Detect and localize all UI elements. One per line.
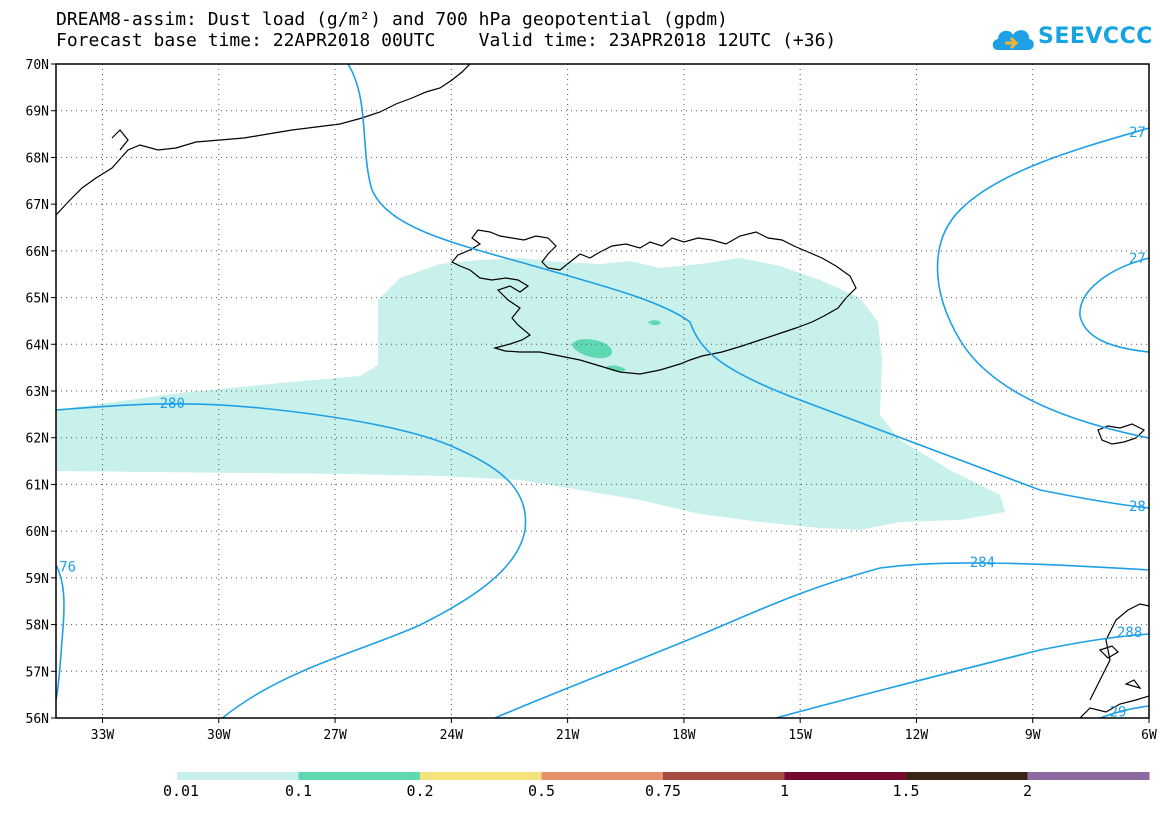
colorbar-segment bbox=[298, 772, 421, 780]
colorbar-label: 1 bbox=[779, 782, 790, 800]
contour-292 bbox=[1099, 705, 1149, 718]
lon-tick-label: 33W bbox=[91, 728, 115, 743]
contour-label: 27 bbox=[1129, 251, 1146, 267]
colorbar-label: 2 bbox=[1022, 782, 1033, 800]
lat-tick-label: 68N bbox=[26, 151, 49, 166]
lon-tick-label: 15W bbox=[788, 728, 812, 743]
lat-tick-label: 61N bbox=[26, 478, 49, 493]
lat-tick-label: 66N bbox=[26, 245, 49, 260]
contour-label: 288 bbox=[1117, 625, 1142, 641]
lat-tick-label: 63N bbox=[26, 385, 49, 400]
dust-area-light bbox=[56, 258, 1005, 530]
lat-tick-label: 69N bbox=[26, 105, 49, 120]
colorbar-label: 0.2 bbox=[406, 782, 434, 800]
lat-tick-label: 65N bbox=[26, 292, 49, 307]
dust-shading bbox=[56, 258, 1005, 530]
cloud-icon bbox=[992, 30, 1034, 50]
dust-area-medium-3 bbox=[606, 365, 626, 372]
colorbar-segment bbox=[177, 772, 299, 780]
iceland-coast bbox=[451, 229, 857, 375]
coastlines bbox=[56, 64, 1149, 718]
axis-ticks: 33W 30W 27W 24W 21W 18W 15W 12W 9W 6W 70N 69N 68N 67N… bbox=[26, 58, 1157, 743]
geopotential-contours bbox=[56, 64, 1149, 718]
greenland-coast bbox=[56, 64, 471, 216]
colorbar-segment bbox=[906, 772, 1028, 780]
colorbar-label: 0.01 bbox=[162, 782, 200, 800]
lat-tick-label: 58N bbox=[26, 619, 49, 634]
contour-276-w bbox=[56, 564, 65, 701]
contour-label: 28 bbox=[1129, 499, 1146, 515]
colorbar-label: 0.75 bbox=[644, 782, 682, 800]
lon-tick-label: 21W bbox=[556, 728, 580, 743]
contour-280 bbox=[56, 403, 527, 718]
contour-upper bbox=[347, 64, 1149, 509]
dust-area-medium-2 bbox=[648, 320, 661, 326]
lon-tick-label: 6W bbox=[1141, 728, 1157, 743]
contour-272 bbox=[1079, 257, 1149, 353]
lat-tick-label: 57N bbox=[26, 665, 49, 680]
colorbar-segment bbox=[420, 772, 542, 780]
contour-labels: 280 284 27 27 28 288 29 76 bbox=[59, 125, 1146, 720]
lat-tick-label: 70N bbox=[26, 58, 49, 73]
lat-tick-label: 56N bbox=[26, 712, 49, 727]
lon-tick-label: 9W bbox=[1025, 728, 1041, 743]
lon-tick-label: 12W bbox=[905, 728, 929, 743]
lon-tick-label: 27W bbox=[323, 728, 347, 743]
seevccc-logo: SEEVCCC bbox=[990, 18, 1153, 58]
lat-tick-label: 64N bbox=[26, 338, 49, 353]
contour-284 bbox=[494, 562, 1149, 718]
lat-tick-label: 67N bbox=[26, 198, 49, 213]
greenland-coast-2 bbox=[111, 129, 129, 151]
dust-area-medium bbox=[572, 338, 613, 359]
scotland-coast bbox=[1079, 603, 1149, 718]
colorbar-label: 0.1 bbox=[284, 782, 313, 800]
contour-288 bbox=[775, 633, 1149, 718]
colorbar-label: 0.5 bbox=[527, 782, 556, 800]
contour-label: 27 bbox=[1129, 125, 1146, 141]
contour-276-ne bbox=[936, 127, 1149, 439]
colorbar-segment bbox=[663, 772, 785, 780]
lat-tick-label: 62N bbox=[26, 432, 49, 447]
logo-text: SEEVCCC bbox=[1038, 24, 1153, 49]
faroe-islands bbox=[1097, 423, 1146, 445]
contour-label: 76 bbox=[59, 560, 76, 576]
map-title: DREAM8-assim: Dust load (g/m²) and 700 h… bbox=[56, 9, 728, 30]
lon-tick-label: 24W bbox=[440, 728, 464, 743]
colorbar-label: 1.5 bbox=[892, 782, 920, 800]
contour-label: 29 bbox=[1110, 704, 1127, 720]
colorbar-segment bbox=[784, 772, 907, 780]
lon-tick-label: 30W bbox=[207, 728, 231, 743]
contour-label: 280 bbox=[160, 396, 185, 412]
hebrides bbox=[1098, 645, 1142, 690]
lat-tick-label: 60N bbox=[26, 525, 49, 540]
lon-tick-label: 18W bbox=[672, 728, 696, 743]
map-subtitle: Forecast base time: 22APR2018 00UTC Vali… bbox=[56, 30, 837, 51]
colorbar-segment bbox=[1027, 772, 1150, 780]
lat-tick-label: 59N bbox=[26, 572, 49, 587]
contour-label: 284 bbox=[970, 555, 995, 571]
colorbar-segment bbox=[541, 772, 664, 780]
